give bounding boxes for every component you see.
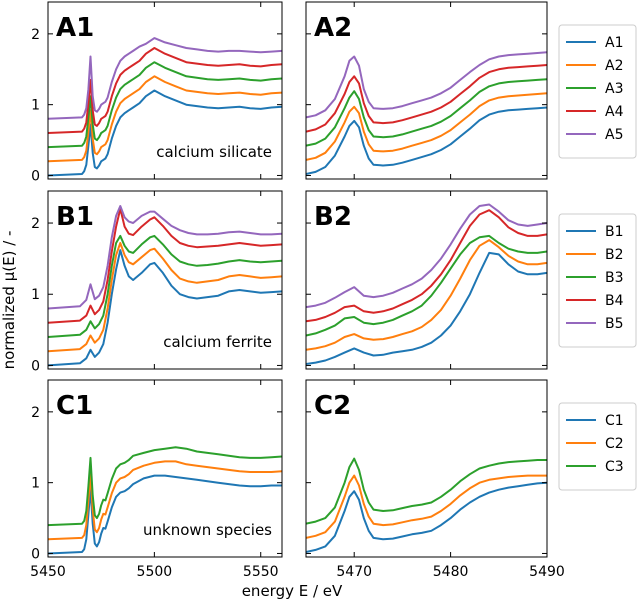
panel-annotation: calcium ferrite xyxy=(163,333,272,351)
legend-B2: B1 B2 B3 B4 B5 xyxy=(558,213,637,348)
series-line-B1 xyxy=(306,251,547,365)
legend-A2: A1 A2 A3 A4 A5 xyxy=(558,24,637,159)
legend-label: A5 xyxy=(605,127,623,143)
panel-annotation: calcium silicate xyxy=(156,143,272,161)
legend-label: B3 xyxy=(605,270,624,286)
legend-label: C1 xyxy=(605,413,624,429)
panel-label: A1 xyxy=(56,13,94,43)
panel-B1: 0 1 2 B1 calcium ferrite xyxy=(31,190,283,374)
series-lines xyxy=(48,205,282,367)
panel-A2: A2 xyxy=(305,1,548,180)
y-tick-label: 0 xyxy=(31,358,40,374)
series-line-A1 xyxy=(48,89,282,177)
series-line-A4 xyxy=(48,47,282,134)
series-lines xyxy=(306,203,547,365)
series-lines xyxy=(306,51,547,175)
legend-label: B4 xyxy=(605,293,624,309)
series-line-C3 xyxy=(306,457,547,525)
y-tick-label: 2 xyxy=(31,405,40,421)
panel-label: B1 xyxy=(56,202,94,232)
series-line-C1 xyxy=(306,481,547,553)
axes-frame xyxy=(47,190,283,370)
legend-label: C3 xyxy=(605,459,624,475)
series-line-A2 xyxy=(306,92,547,161)
series-line-B2 xyxy=(48,242,282,353)
y-tick-label: 2 xyxy=(31,27,40,43)
panel-label: C1 xyxy=(56,391,93,421)
series-line-B3 xyxy=(48,234,282,338)
panel-label: A2 xyxy=(314,13,352,43)
series-line-A2 xyxy=(48,75,282,163)
legend-label: A1 xyxy=(605,35,623,51)
y-tick-label: 0 xyxy=(31,546,40,562)
y-tick-label: 2 xyxy=(31,216,40,232)
legend-box xyxy=(558,213,637,348)
panel-label: B2 xyxy=(314,202,352,232)
series-line-A1 xyxy=(306,106,547,175)
series-line-B3 xyxy=(306,234,547,337)
panel-label: C2 xyxy=(314,391,351,421)
x-tick-label: 5490 xyxy=(529,564,565,580)
x-axis-label: energy E / eV xyxy=(242,582,343,600)
series-line-A4 xyxy=(306,64,547,133)
series-line-A3 xyxy=(306,78,547,147)
series-line-A5 xyxy=(306,51,547,119)
legend-box xyxy=(558,402,637,491)
y-tick-label: 1 xyxy=(31,287,40,303)
axes-frame xyxy=(305,379,548,558)
series-line-A5 xyxy=(48,37,282,120)
axes-frame xyxy=(47,1,283,180)
panel-annotation: unknown species xyxy=(143,521,272,539)
panel-C1: 0 1 2 5450 5500 5550 C1 unknown species xyxy=(30,379,283,580)
series-line-B5 xyxy=(306,203,547,309)
legend-label: A3 xyxy=(605,81,623,97)
legend-label: B1 xyxy=(605,224,624,240)
panels: 0 1 2 A1 calcium silicate A2 0 1 2 B1 calcium ferr… xyxy=(30,1,565,580)
y-tick-label: 1 xyxy=(31,476,40,492)
y-axis-label: normalized μ(E) / - xyxy=(0,231,18,370)
series-line-B4 xyxy=(48,207,282,324)
x-tick-label: 5480 xyxy=(433,564,469,580)
series-line-C3 xyxy=(48,446,282,527)
x-tick-label: 5500 xyxy=(137,564,173,580)
legend-C2: C1 C2 C3 xyxy=(558,402,637,491)
legend-label: B5 xyxy=(605,316,624,332)
series-line-B4 xyxy=(306,209,547,323)
series-lines xyxy=(306,457,547,553)
axes-frame xyxy=(47,379,283,558)
x-tick-label: 5450 xyxy=(30,564,66,580)
y-tick-label: 0 xyxy=(31,168,40,184)
series-line-C2 xyxy=(306,474,547,539)
y-tick-label: 1 xyxy=(31,98,40,114)
series-lines xyxy=(48,37,282,177)
axes-frame xyxy=(305,1,548,180)
series-line-A3 xyxy=(48,61,282,149)
series-line-B2 xyxy=(306,239,547,351)
legend-label: A2 xyxy=(605,58,623,74)
legend-box xyxy=(558,24,637,159)
legend-label: B2 xyxy=(605,247,624,263)
axes-frame xyxy=(305,190,548,370)
series-line-C1 xyxy=(48,474,282,555)
x-tick-label: 5470 xyxy=(336,564,372,580)
series-line-B5 xyxy=(48,205,282,310)
series-line-B1 xyxy=(48,249,282,367)
legend-label: A4 xyxy=(605,104,624,120)
legend-label: C2 xyxy=(605,436,624,452)
legends: A1 A2 A3 A4 A5 B1 B2 B3 B4 B5 C1 C2 C3 xyxy=(558,24,637,491)
panel-C2: 5470 5480 5490 C2 xyxy=(305,379,565,580)
x-tick-label: 5550 xyxy=(243,564,279,580)
series-lines xyxy=(48,446,282,555)
panel-B2: B2 xyxy=(305,190,548,370)
panel-A1: 0 1 2 A1 calcium silicate xyxy=(31,1,283,184)
